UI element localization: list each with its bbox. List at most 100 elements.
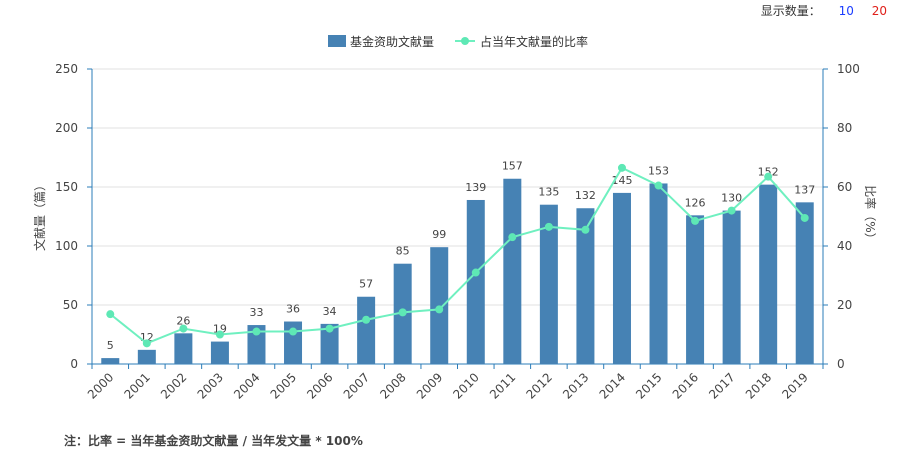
bar	[759, 184, 778, 364]
bar-value-label: 5	[107, 339, 114, 352]
bar-value-label: 34	[323, 305, 337, 318]
bar-value-label: 36	[286, 303, 300, 316]
bar-value-label: 19	[213, 323, 227, 336]
y-tick-label: 200	[55, 121, 78, 135]
bar	[357, 296, 376, 364]
y-tick-label: 250	[55, 62, 78, 76]
ratio-line	[109, 166, 806, 345]
bar	[722, 210, 741, 364]
x-tick-label: 2006	[304, 370, 335, 401]
ratio-point	[398, 308, 407, 317]
ratio-point	[581, 225, 590, 234]
ratio-point	[435, 305, 444, 314]
bar	[576, 208, 595, 364]
y-tick-label: 50	[63, 298, 78, 312]
ratio-point	[800, 213, 809, 222]
bar	[466, 199, 485, 364]
bar	[795, 202, 814, 364]
bar-value-label: 153	[648, 164, 669, 177]
ratio-point	[179, 324, 188, 333]
ratio-point	[106, 310, 115, 319]
line-series	[106, 163, 809, 348]
y2-tick-label: 100	[837, 62, 860, 76]
x-tick-label: 2004	[231, 370, 262, 401]
ratio-point	[471, 268, 480, 277]
x-tick-label: 2014	[597, 370, 628, 401]
ratio-point	[252, 327, 261, 336]
bar	[137, 349, 156, 364]
legend-line-marker	[461, 37, 469, 45]
bar	[210, 341, 229, 364]
x-tick-label: 2011	[487, 370, 518, 401]
display-count-control: 显示数量： 10 20	[757, 2, 887, 19]
x-tick-label: 2013	[560, 370, 591, 401]
y2-tick-label: 20	[837, 298, 852, 312]
bar	[686, 215, 705, 364]
x-tick-label: 2009	[414, 370, 445, 401]
ratio-point	[142, 339, 151, 348]
combo-chart: 基金资助文献量 占当年文献量的比率 0 50 100 150 200 250 0 20 40 60…	[32, 34, 878, 402]
ratio-point	[362, 315, 371, 324]
y2-tick-label: 40	[837, 239, 852, 253]
x-tick-label: 2017	[706, 370, 737, 401]
y-tick-label: 150	[55, 180, 78, 194]
bar-value-label: 99	[432, 228, 446, 241]
y-axis-title: 文献量（篇）	[32, 179, 47, 251]
y-tick-label: 100	[55, 239, 78, 253]
y2-tick-label: 80	[837, 121, 852, 135]
x-tick-label: 2019	[779, 370, 810, 401]
x-tick-label: 2012	[523, 370, 554, 401]
bar-value-label: 26	[176, 314, 190, 327]
chart-legend: 基金资助文献量 占当年文献量的比率	[328, 34, 588, 49]
bar	[612, 192, 631, 364]
y2-tick-label: 0	[837, 357, 845, 371]
x-tick-label: 2001	[121, 370, 152, 401]
ratio-point	[544, 222, 553, 231]
bar-value-label: 139	[465, 181, 486, 194]
display-count-label: 显示数量：	[760, 4, 821, 18]
bar-value-label: 152	[758, 166, 779, 179]
bar	[247, 325, 266, 364]
bar-value-label: 126	[685, 196, 706, 209]
x-tick-label: 2018	[743, 370, 774, 401]
ratio-point	[289, 327, 298, 336]
ratio-point	[325, 324, 334, 333]
y2-axis-title: 比率（%）	[863, 185, 878, 244]
x-tick-label: 2000	[85, 370, 116, 401]
bar	[174, 333, 193, 364]
ratio-point	[727, 206, 736, 215]
bar-value-label: 157	[502, 160, 523, 173]
x-tick-label: 2010	[450, 370, 481, 401]
ratio-point	[215, 330, 224, 339]
x-tick-label: 2005	[268, 370, 299, 401]
bar-value-label: 137	[794, 183, 815, 196]
bar	[539, 204, 558, 364]
bar-value-label: 85	[396, 245, 410, 258]
bar-value-label: 130	[721, 192, 742, 205]
bar-value-label: 132	[575, 189, 596, 202]
bar	[503, 178, 522, 364]
y-tick-label: 0	[70, 357, 78, 371]
ratio-point	[654, 181, 663, 190]
bar-value-label: 57	[359, 278, 373, 291]
ratio-point	[617, 163, 626, 172]
bar-value-label: 135	[538, 186, 559, 199]
legend-line-label[interactable]: 占当年文献量的比率	[480, 34, 588, 49]
ratio-point	[508, 233, 517, 242]
x-tick-label: 2016	[670, 370, 701, 401]
x-tick-label: 2003	[195, 370, 226, 401]
legend-bar-swatch[interactable]	[328, 35, 346, 47]
bar	[320, 323, 339, 364]
ratio-point	[691, 216, 700, 225]
x-tick-label: 2008	[377, 370, 408, 401]
bar	[649, 183, 668, 364]
bar-value-label: 33	[249, 306, 263, 319]
count-option-10[interactable]: 10	[838, 4, 854, 18]
x-tick-label: 2007	[341, 370, 372, 401]
ratio-point	[764, 172, 773, 181]
legend-bar-label[interactable]: 基金资助文献量	[350, 34, 434, 49]
x-tick-label: 2015	[633, 370, 664, 401]
bar-series	[101, 178, 814, 364]
count-option-20[interactable]: 20	[871, 4, 887, 18]
